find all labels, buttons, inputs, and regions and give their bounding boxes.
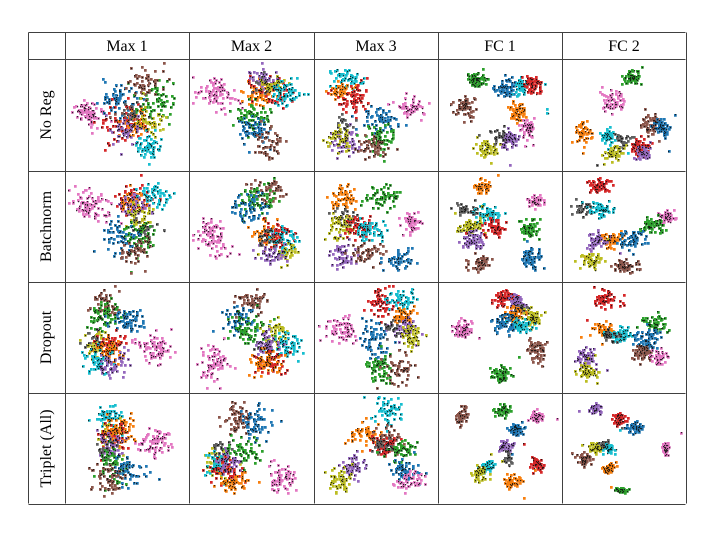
svg-text:No Reg: No Reg: [38, 90, 55, 139]
svg-text:FC 1: FC 1: [484, 38, 516, 55]
svg-text:Batchnorm: Batchnorm: [38, 190, 55, 262]
svg-text:Max 1: Max 1: [106, 38, 147, 55]
svg-text:FC 2: FC 2: [608, 38, 640, 55]
svg-text:Max 2: Max 2: [231, 38, 272, 55]
svg-text:Triplet (All): Triplet (All): [38, 409, 55, 487]
svg-text:Max 3: Max 3: [355, 38, 396, 55]
svg-text:Dropout: Dropout: [38, 310, 55, 364]
